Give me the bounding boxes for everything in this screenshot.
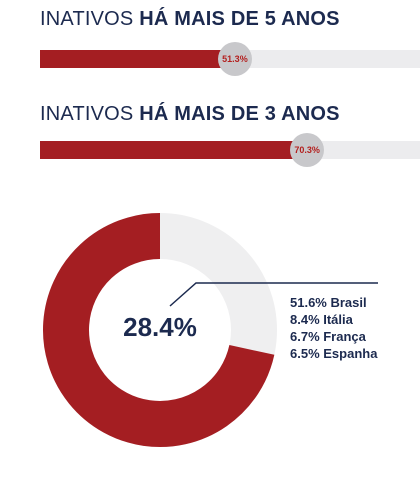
legend-item-espanha: 6.5% Espanha: [290, 346, 378, 361]
donut-legend: 51.6% Brasil 8.4% Itália 6.7% França 6.5…: [290, 294, 377, 362]
donut-highlight-segment: [43, 213, 275, 447]
heading-plain-text: INATIVOS: [40, 8, 140, 30]
progress-fill-5-years: [40, 50, 235, 68]
progress-fill-3-years: [40, 141, 308, 159]
legend-item-franca: 6.7% França: [290, 329, 366, 344]
heading-inactive-3-years: INATIVOS HÁ MAIS DE 3 ANOS: [40, 103, 340, 126]
callout-line: [169, 282, 378, 307]
legend-item-italia: 8.4% Itália: [290, 312, 353, 327]
donut-center-value: 28.4%: [123, 312, 197, 342]
heading-bold-text: HÁ MAIS DE 5 ANOS: [139, 8, 340, 30]
heading-inactive-5-years: INATIVOS HÁ MAIS DE 5 ANOS: [40, 8, 340, 31]
progress-track-5-years: 51.3%: [40, 42, 420, 76]
progress-track-3-years: 70.3%: [40, 133, 420, 167]
heading-plain-text: INATIVOS: [40, 103, 140, 125]
heading-bold-text: HÁ MAIS DE 3 ANOS: [139, 103, 340, 125]
legend-item-brasil: 51.6% Brasil: [290, 295, 367, 310]
progress-badge-3-years: 70.3%: [290, 133, 325, 167]
progress-badge-5-years: 51.3%: [217, 42, 252, 76]
